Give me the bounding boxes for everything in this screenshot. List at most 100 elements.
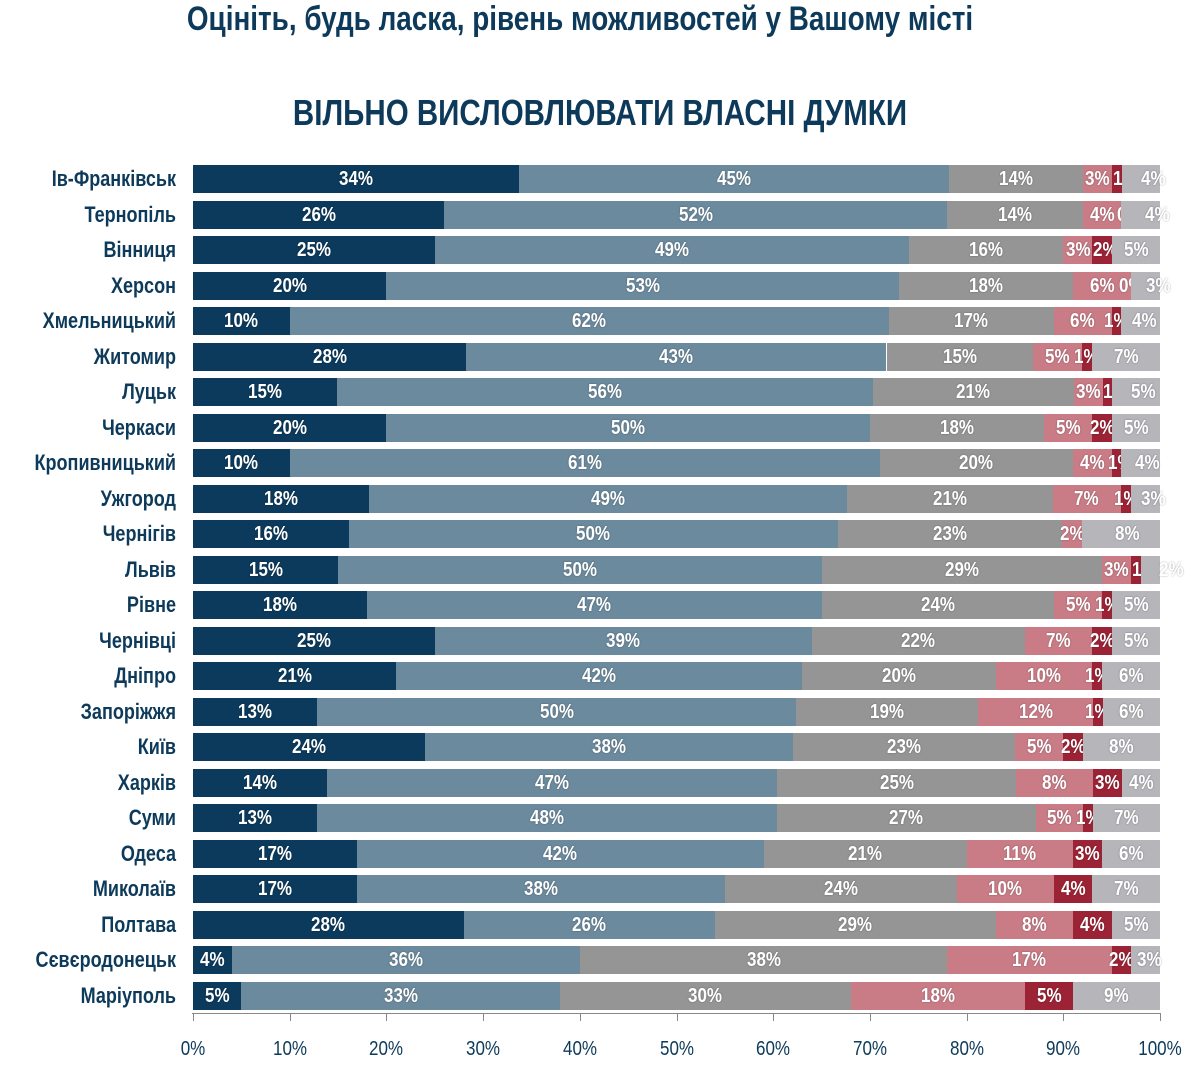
bar-segment — [1082, 733, 1160, 761]
data-label: 7% — [1113, 345, 1139, 368]
bar-segment — [847, 484, 1053, 513]
x-tick-label: 70% — [852, 1038, 887, 1060]
data-label: 3% — [1104, 558, 1129, 581]
data-label: 2% — [1089, 416, 1115, 439]
data-label: 6% — [1118, 700, 1144, 723]
data-label: 6% — [1118, 665, 1144, 687]
data-label: 21% — [277, 665, 312, 687]
chart-subtitle: ВІЛЬНО ВИСЛОВЛЮВАТИ ВЛАСНІ ДУМКИ — [292, 92, 908, 133]
data-label: 47% — [577, 594, 612, 616]
data-label: 38% — [591, 736, 626, 758]
data-label: 25% — [296, 239, 331, 261]
data-label: 20% — [272, 274, 307, 297]
data-label: 17% — [1012, 949, 1047, 971]
data-label: 25% — [296, 629, 331, 652]
x-tick-label: 20% — [369, 1038, 404, 1060]
data-label: 3% — [1085, 168, 1111, 190]
bar-segment — [579, 946, 948, 974]
data-label: 14% — [997, 203, 1032, 226]
bar-segment — [1111, 413, 1160, 442]
data-label: 13% — [238, 700, 273, 723]
category-label: Луцьк — [122, 379, 176, 404]
category-label: Львів — [125, 556, 176, 582]
bar-segment — [193, 413, 387, 442]
bar-segment — [336, 378, 873, 406]
bar-segment — [1121, 165, 1160, 193]
bar-segment — [1081, 342, 1092, 371]
category-label: Чернівці — [99, 627, 176, 653]
data-label: 5% — [1123, 913, 1149, 936]
data-label: 18% — [939, 416, 974, 439]
bar-segment — [1053, 307, 1112, 335]
x-tick-label: 0% — [180, 1038, 206, 1060]
data-label: 21% — [956, 381, 991, 403]
bar-segment — [349, 520, 838, 548]
bar-segment — [947, 946, 1112, 974]
data-label: 5% — [1065, 594, 1091, 616]
data-label: 28% — [312, 345, 347, 368]
bar-segment — [1053, 591, 1102, 619]
bar-segment — [1072, 449, 1112, 477]
bar-segment — [1130, 555, 1141, 584]
data-label: 5% — [1123, 594, 1149, 616]
bar-segment — [1083, 804, 1093, 832]
data-label: 3% — [1136, 949, 1162, 971]
bar-segment — [949, 165, 1084, 193]
data-label: 50% — [611, 416, 646, 439]
x-tick-label: 50% — [659, 1038, 694, 1060]
data-label: 2% — [1089, 629, 1115, 652]
data-label: 5% — [1045, 345, 1070, 368]
data-label: 8% — [1042, 771, 1067, 794]
data-label: 12% — [1018, 700, 1053, 723]
data-label: 16% — [254, 523, 289, 545]
category-label: Ів-Франківськ — [51, 166, 176, 191]
data-label: 4% — [1080, 452, 1105, 474]
bar-segment — [1111, 910, 1160, 939]
data-label: 4% — [1128, 771, 1154, 794]
bar-segment — [1092, 662, 1102, 690]
data-label: 23% — [932, 523, 967, 545]
category-label: Харків — [117, 769, 176, 795]
data-label: 17% — [258, 878, 293, 900]
bar-segment — [434, 236, 909, 264]
bar-segment — [193, 555, 339, 584]
bar-segment — [193, 165, 519, 193]
bar-segment — [811, 626, 1025, 655]
chart-title: Оцініть, будь ласка, рівень можливостей … — [186, 0, 974, 38]
data-label: 6% — [1118, 842, 1144, 865]
bar-segment — [1130, 484, 1160, 513]
data-label: 61% — [567, 452, 602, 474]
category-label: Маріуполь — [80, 982, 176, 1008]
tick-mark — [966, 1013, 968, 1021]
data-label: 36% — [388, 949, 423, 971]
data-label: 11% — [1003, 842, 1037, 865]
data-label: 7% — [1114, 807, 1139, 829]
category-label: Ужгород — [100, 485, 176, 511]
bar-segment — [386, 271, 899, 300]
data-label: 42% — [582, 665, 617, 687]
x-tick-label: 30% — [466, 1038, 501, 1060]
bar-segment — [231, 946, 580, 974]
data-label: 18% — [263, 487, 298, 510]
bar-segment — [1102, 378, 1113, 406]
bar-segment — [1073, 378, 1103, 406]
data-label: 5% — [1123, 416, 1149, 439]
bar-segment — [1052, 484, 1121, 513]
bar-segment — [837, 520, 1063, 548]
bar-segment — [1053, 875, 1093, 903]
category-label: Вінниця — [103, 237, 176, 262]
bar-segment — [872, 378, 1074, 406]
bar-segment — [1101, 662, 1160, 690]
bar-segment — [1112, 378, 1160, 406]
bar-segment — [1112, 165, 1122, 193]
tick-mark — [1160, 1013, 1161, 1021]
bar-segment — [317, 697, 797, 726]
tick-mark — [193, 1013, 194, 1021]
bar-segment — [1092, 875, 1160, 903]
bar-segment — [908, 236, 1064, 264]
data-label: 18% — [968, 274, 1003, 297]
data-label: 29% — [944, 558, 979, 581]
tick-mark — [869, 1013, 871, 1021]
category-label: Київ — [137, 734, 176, 759]
data-label: 13% — [238, 807, 273, 829]
